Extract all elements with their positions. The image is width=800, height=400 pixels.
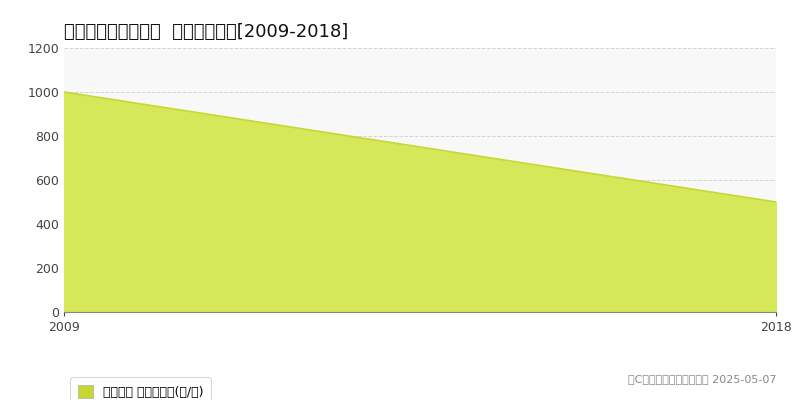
Legend: 農地価格 平均坪単価(円/坪): 農地価格 平均坪単価(円/坪) (70, 378, 210, 400)
Text: 長野市信州新町越道  農地価格推移[2009-2018]: 長野市信州新町越道 農地価格推移[2009-2018] (64, 23, 348, 41)
Text: （C）土地価格ドットコム 2025-05-07: （C）土地価格ドットコム 2025-05-07 (627, 374, 776, 384)
